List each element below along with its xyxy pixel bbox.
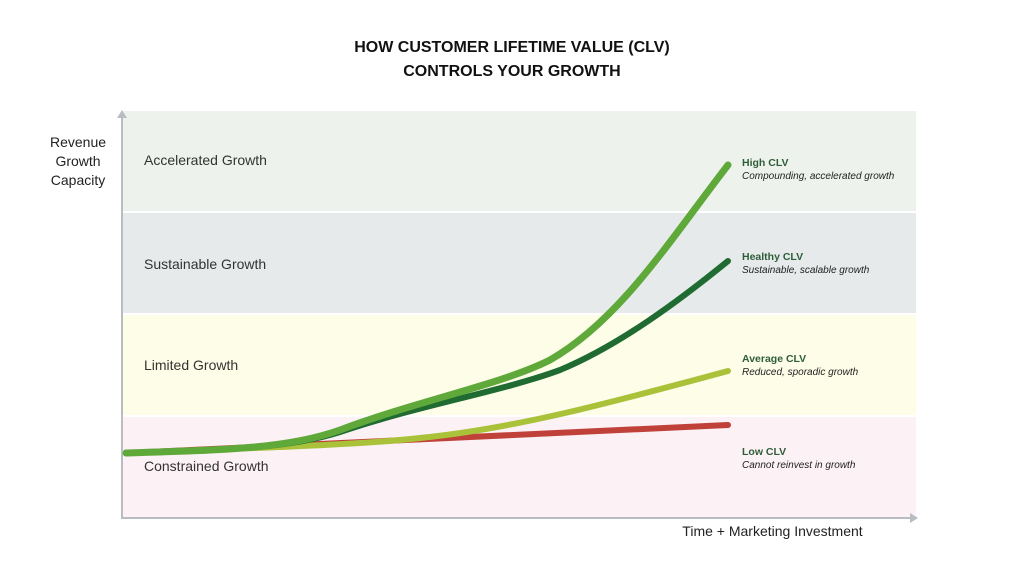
series-description: Compounding, accelerated growth [742, 171, 895, 182]
curve-high-clv [122, 161, 732, 457]
series-name: Healthy CLV [742, 251, 804, 263]
x-axis-label: Time + Marketing Investment [682, 523, 863, 539]
series-name: High CLV [742, 157, 789, 169]
y-label-line: Growth [55, 153, 101, 169]
y-axis-label: Revenue Growth Capacity [40, 133, 116, 190]
series-label-high-clv: High CLV Compounding, accelerated growth [742, 156, 894, 184]
series-label-low-clv: Low CLV Cannot reinvest in growth [742, 445, 855, 473]
y-label-line: Revenue [49, 134, 107, 150]
y-axis-arrow [117, 110, 127, 118]
series-description: Reduced, sporadic growth [742, 367, 859, 378]
zone-label: Sustainable Growth [144, 256, 267, 272]
zone-accelerated: Accelerated Growth [122, 111, 916, 211]
series-name: Average CLV [742, 353, 807, 365]
curve-healthy-clv [123, 258, 731, 456]
x-axis-arrow [910, 513, 918, 523]
series-label-healthy-clv: Healthy CLV Sustainable, scalable growth [742, 250, 869, 278]
title-line-1: HOW CUSTOMER LIFETIME VALUE (CLV) [354, 39, 670, 56]
zone-limited: Limited Growth [122, 315, 916, 415]
y-label-line: Capacity [50, 172, 106, 188]
zone-label: Accelerated Growth [144, 152, 267, 168]
title-line-2: CONTROLS YOUR GROWTH [403, 63, 621, 80]
series-name: Low CLV [742, 446, 787, 458]
zone-sustainable: Sustainable Growth [122, 213, 916, 313]
series-label-average-clv: Average CLV Reduced, sporadic growth [742, 352, 858, 380]
zone-label: Constrained Growth [144, 458, 269, 474]
diagram-title: HOW CUSTOMER LIFETIME VALUE (CLV) CONTRO… [0, 36, 1024, 84]
series-description: Sustainable, scalable growth [742, 265, 870, 276]
series-description: Cannot reinvest in growth [742, 460, 856, 471]
zone-label: Limited Growth [144, 357, 239, 373]
